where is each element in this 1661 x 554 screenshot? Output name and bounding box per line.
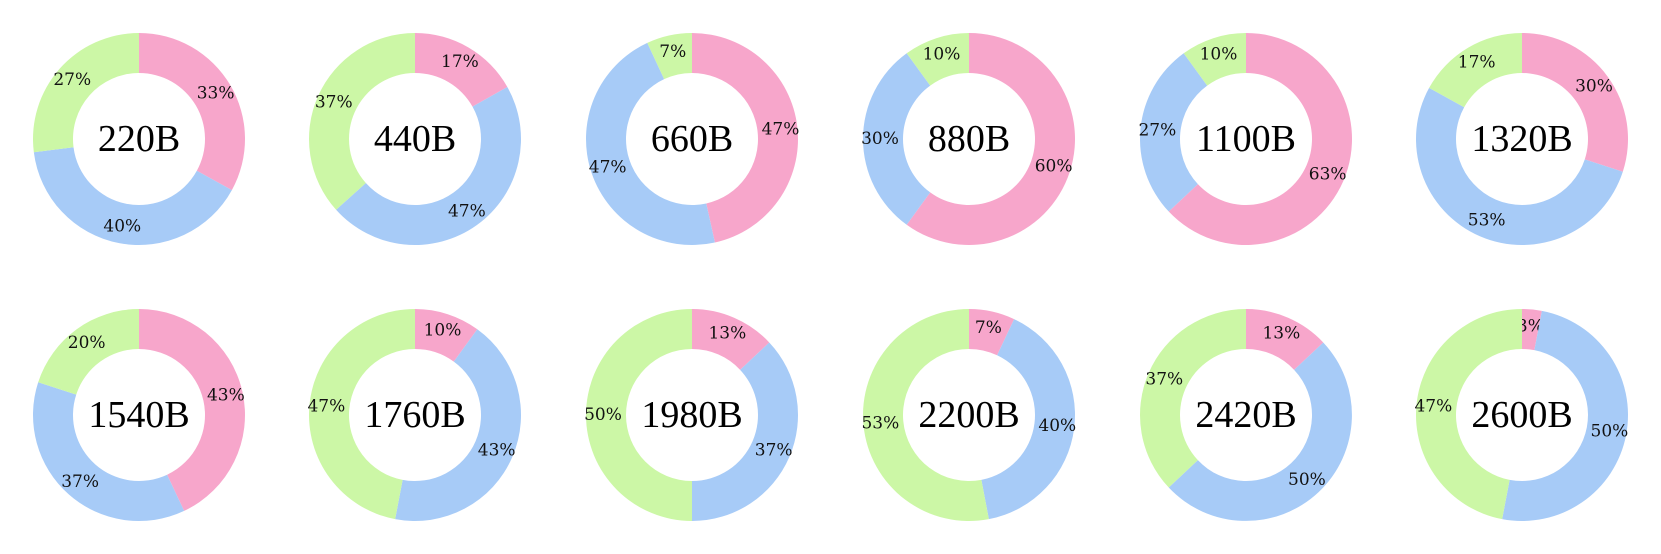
donut-slice-c [906, 33, 969, 86]
slice-percent-label: 3% [1517, 316, 1544, 336]
slice-percent-label: 17% [1458, 52, 1496, 72]
slice-percent-label: 47% [448, 201, 486, 221]
donut-chart-880B: 60% 30% 10% 880B [861, 33, 1075, 246]
donut-center-label: 1320B [1471, 118, 1572, 160]
donut-center-label: 1100B [1196, 118, 1296, 160]
donut-center-label: 2600B [1471, 394, 1572, 436]
donut-chart-440B: 17% 47% 37% 440B [309, 33, 521, 245]
donut-chart-220B: 33% 40% 27% 220B [32, 33, 245, 245]
donut-chart-2200B: 7% 40% 53% 2200B [861, 309, 1076, 521]
donut-center-label: 1540B [88, 394, 189, 436]
slice-percent-label: 50% [1591, 422, 1629, 442]
donut-slice-b [395, 329, 521, 521]
donut-center-label: 660B [651, 118, 733, 160]
slice-percent-label: 43% [478, 440, 516, 460]
donut-slice-b [692, 342, 799, 521]
slice-percent-label: 10% [923, 44, 961, 64]
slice-percent-label: 47% [589, 158, 627, 178]
slice-percent-label: 17% [441, 52, 479, 72]
slice-percent-label: 30% [861, 129, 899, 149]
donut-slice-b [981, 319, 1076, 520]
donut-center-label: 1760B [364, 394, 465, 436]
slice-percent-label: 43% [207, 386, 245, 406]
donut-slice-b [586, 42, 715, 246]
slice-percent-label: 37% [755, 440, 793, 460]
slice-percent-label: 20% [68, 333, 106, 353]
donut-slice-b [33, 147, 232, 245]
donut-slice-a [139, 33, 245, 191]
donut-slice-b [336, 86, 521, 245]
donut-chart-1100B: 63% 27% 10% 1100B [1138, 33, 1353, 245]
slice-percent-label: 40% [1038, 416, 1076, 436]
donut-center-label: 440B [374, 118, 456, 160]
slice-percent-label: 47% [762, 119, 800, 139]
donut-slice-a [692, 33, 799, 243]
donut-slice-a [1522, 33, 1629, 172]
slice-percent-label: 37% [1145, 370, 1183, 390]
slice-percent-label: 63% [1309, 164, 1347, 184]
slice-percent-label: 10% [1200, 44, 1238, 64]
donut-slice-b [1502, 310, 1628, 521]
slice-percent-label: 53% [861, 413, 899, 433]
donut-slice-a [1522, 309, 1542, 351]
slice-percent-label: 47% [1414, 397, 1452, 417]
donut-slice-b [863, 53, 931, 225]
slice-percent-label: 60% [1035, 157, 1073, 177]
donut-center-label: 2420B [1195, 394, 1296, 436]
donut-slice-c [647, 33, 692, 80]
slice-percent-label: 7% [975, 318, 1002, 338]
slice-percent-label: 7% [659, 42, 686, 62]
donut-slice-a [415, 33, 508, 107]
slice-percent-label: 47% [307, 397, 345, 417]
donut-slice-a [906, 33, 1075, 246]
donut-slice-b [1140, 53, 1208, 212]
donut-slice-b [1168, 342, 1352, 521]
donut-slice-b [33, 382, 185, 521]
donut-slice-c [586, 309, 692, 521]
slice-percent-label: 27% [53, 70, 91, 90]
donut-slice-c [1429, 33, 1522, 108]
donut-slice-a [1168, 33, 1353, 245]
slice-percent-label: 10% [424, 320, 462, 340]
donut-center-label: 1980B [641, 394, 742, 436]
slice-percent-label: 37% [61, 472, 99, 492]
donut-slice-a [969, 309, 1015, 356]
slice-percent-label: 13% [708, 323, 746, 343]
donut-slice-a [1246, 309, 1324, 370]
donut-slice-c [1416, 309, 1522, 520]
slice-percent-label: 40% [103, 216, 141, 236]
donut-slice-a [415, 309, 478, 362]
donut-chart-2420B: 13% 50% 37% 2420B [1140, 309, 1352, 521]
donut-slice-c [1183, 33, 1246, 86]
donut-chart-2600B: 3% 50% 47% 2600B [1414, 309, 1628, 521]
donut-slice-b [1416, 87, 1623, 245]
donut-slice-a [139, 309, 245, 511]
slice-percent-label: 50% [1288, 470, 1326, 490]
donut-slice-c [38, 309, 139, 395]
donut-chart-1320B: 30% 53% 17% 1320B [1416, 33, 1629, 245]
slice-percent-label: 37% [315, 93, 353, 113]
donut-chart-660B: 47% 47% 7% 660B [586, 33, 800, 246]
donut-slice-a [692, 309, 770, 370]
donut-chart-1980B: 13% 37% 50% 1980B [584, 309, 799, 521]
donut-slice-c [309, 33, 415, 210]
donut-chart-1760B: 10% 43% 47% 1760B [307, 309, 521, 521]
donut-slice-c [863, 309, 989, 521]
slice-percent-label: 30% [1575, 77, 1613, 97]
donut-center-label: 880B [928, 118, 1010, 160]
donut-center-label: 220B [98, 118, 180, 160]
donut-chart-1540B: 43% 37% 20% 1540B [33, 309, 245, 521]
slice-percent-label: 27% [1138, 121, 1176, 141]
slice-percent-label: 13% [1262, 323, 1300, 343]
donut-center-label: 2200B [918, 394, 1019, 436]
slice-percent-label: 50% [584, 405, 622, 425]
slice-percent-label: 33% [197, 84, 235, 104]
donut-slice-c [1140, 309, 1246, 488]
donut-slice-c [308, 309, 415, 520]
donut-slice-c [32, 33, 139, 153]
slice-percent-label: 53% [1468, 211, 1506, 231]
